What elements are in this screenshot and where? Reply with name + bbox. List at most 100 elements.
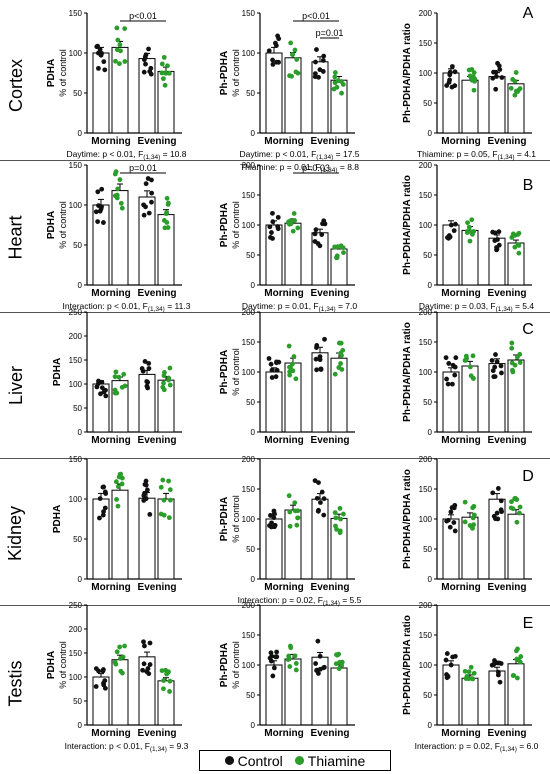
x-tick-label: Evening <box>138 728 177 739</box>
data-point <box>119 481 125 487</box>
x-tick-label: Morning <box>91 435 130 446</box>
data-point <box>453 355 459 361</box>
x-tick-label: Morning <box>441 435 480 446</box>
panel-0-1: 0 50 100 150 Ph-PDHA% of control Morning Eveni… <box>219 9 360 174</box>
data-point <box>287 73 292 79</box>
data-point <box>495 486 501 491</box>
data-point <box>295 225 301 231</box>
data-point <box>287 509 293 515</box>
data-point <box>102 505 108 511</box>
data-point <box>447 524 453 530</box>
data-point <box>159 61 165 67</box>
y-tick-label: 150 <box>419 485 433 494</box>
y-tick-label: 100 <box>242 221 256 230</box>
data-point <box>339 659 345 665</box>
data-point <box>162 82 168 88</box>
data-point <box>447 69 453 75</box>
data-point <box>313 356 319 362</box>
data-point <box>161 497 167 503</box>
x-tick-label: Evening <box>311 288 350 299</box>
data-point <box>292 500 298 506</box>
data-point <box>337 530 343 536</box>
y-axis-title: Ph-PDHA <box>219 497 230 541</box>
y-tick-label: 50 <box>246 691 255 700</box>
bar <box>507 242 525 286</box>
bar <box>284 57 302 134</box>
y-tick-label: 100 <box>419 515 433 524</box>
data-point <box>290 228 296 234</box>
y-axis-subtitle: % of control <box>231 641 241 689</box>
stat-annotation: Daytime: p < 0.01, F(1,34) = 10.8 <box>67 149 187 161</box>
data-point <box>112 171 118 177</box>
bar <box>284 509 302 580</box>
y-tick-label: 200 <box>242 455 256 464</box>
y-tick-label: 100 <box>242 661 256 670</box>
x-tick-label: Evening <box>311 582 350 593</box>
bar <box>157 214 175 286</box>
data-point <box>292 218 298 223</box>
data-point <box>513 70 519 75</box>
data-point <box>275 33 281 39</box>
stat-annotation: Interaction: p = 0.02, F(1,34) = 5.5 <box>238 595 362 607</box>
bar <box>157 498 175 580</box>
data-point <box>268 361 274 367</box>
data-point <box>453 221 458 227</box>
y-tick-label: 50 <box>73 241 82 250</box>
x-tick-label: Evening <box>138 288 177 299</box>
y-tick-label: 0 <box>428 575 433 584</box>
y-tick-label: 0 <box>78 428 83 437</box>
data-point <box>317 653 323 659</box>
data-point <box>340 82 346 87</box>
panel-4-2: 0 50 100 150 200 Ph-PDHA/PDHA ratio Morning Eve… <box>402 601 539 753</box>
data-point <box>122 383 128 389</box>
data-point <box>112 390 118 396</box>
data-point <box>146 360 152 366</box>
y-tick-label: 150 <box>419 39 433 48</box>
data-point <box>115 37 121 43</box>
significance-label: p=0.01 <box>129 163 157 173</box>
data-point <box>101 682 107 688</box>
data-point <box>95 43 100 49</box>
data-point <box>267 224 273 230</box>
data-point <box>517 86 523 91</box>
data-point <box>148 71 154 77</box>
y-tick-label: 0 <box>78 129 83 138</box>
data-point <box>290 52 296 57</box>
data-point <box>166 478 171 484</box>
panel-2-1: 0 50 100 150 200 Ph-PDHA% of control Morning Ev… <box>219 308 355 446</box>
y-axis-subtitle: % of control <box>58 641 68 689</box>
data-point <box>101 59 107 65</box>
y-tick-label: 150 <box>69 649 83 658</box>
data-point <box>294 522 300 528</box>
data-point <box>286 343 292 349</box>
data-point <box>497 67 503 72</box>
data-point <box>116 474 122 480</box>
data-point <box>321 53 327 59</box>
y-tick-label: 50 <box>423 691 432 700</box>
data-point <box>167 678 173 684</box>
data-point <box>115 186 121 192</box>
x-tick-label: Morning <box>441 136 480 147</box>
data-point <box>166 70 172 76</box>
y-axis-title: Ph-PDHA <box>219 51 230 95</box>
data-point <box>492 658 497 663</box>
data-point <box>113 479 119 485</box>
data-point <box>100 667 106 672</box>
data-point <box>143 496 149 502</box>
data-point <box>287 523 293 529</box>
data-point <box>471 229 477 234</box>
data-point <box>339 367 345 372</box>
data-point <box>509 340 515 346</box>
data-point <box>118 668 124 674</box>
y-tick-label: 200 <box>69 332 83 341</box>
data-point <box>314 345 319 350</box>
data-point <box>334 652 340 658</box>
data-point <box>272 511 277 517</box>
data-point <box>317 67 323 73</box>
bar <box>311 352 329 433</box>
y-tick-label: 200 <box>419 455 433 464</box>
data-point <box>143 52 149 58</box>
bar <box>507 663 525 726</box>
data-point <box>314 667 320 673</box>
data-point <box>446 361 452 366</box>
